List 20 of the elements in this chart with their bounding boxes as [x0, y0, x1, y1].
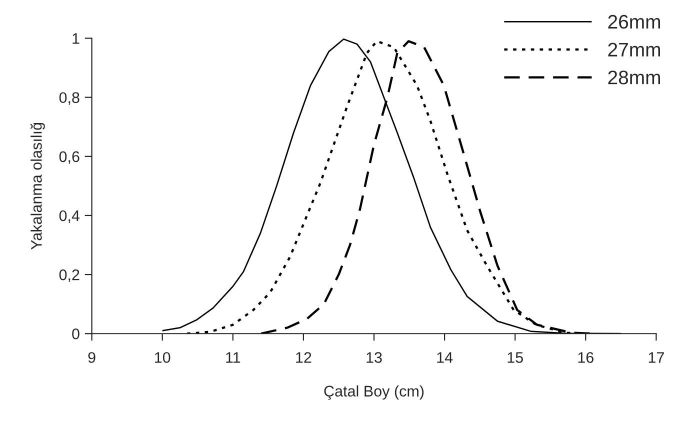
- x-tick-label: 12: [296, 352, 312, 363]
- x-tick-label: 13: [366, 352, 382, 363]
- x-tick-label: 9: [88, 352, 96, 363]
- y-tick-label: 0,8: [59, 92, 80, 105]
- y-axis-title: Yakalanma olasılığ: [30, 122, 45, 250]
- x-tick-label: 10: [155, 352, 170, 363]
- y-tick-label: 0,4: [59, 210, 80, 223]
- legend-label: 26mm: [608, 14, 660, 29]
- y-tick-label: 0,2: [59, 269, 80, 282]
- x-tick-label: 16: [578, 352, 594, 363]
- y-tick-label: 0: [72, 328, 80, 340]
- x-tick-label: 15: [508, 352, 523, 363]
- legend-label: 28mm: [608, 70, 660, 84]
- x-tick-label: 17: [648, 352, 664, 363]
- x-tick-label: 14: [437, 352, 453, 363]
- x-axis-title: Çatal Boy (cm): [324, 385, 424, 400]
- x-tick-label: 11: [226, 352, 240, 363]
- y-tick-label: 1: [72, 33, 80, 44]
- legend-label: 27mm: [608, 42, 660, 56]
- y-tick-label: 0,6: [59, 151, 80, 164]
